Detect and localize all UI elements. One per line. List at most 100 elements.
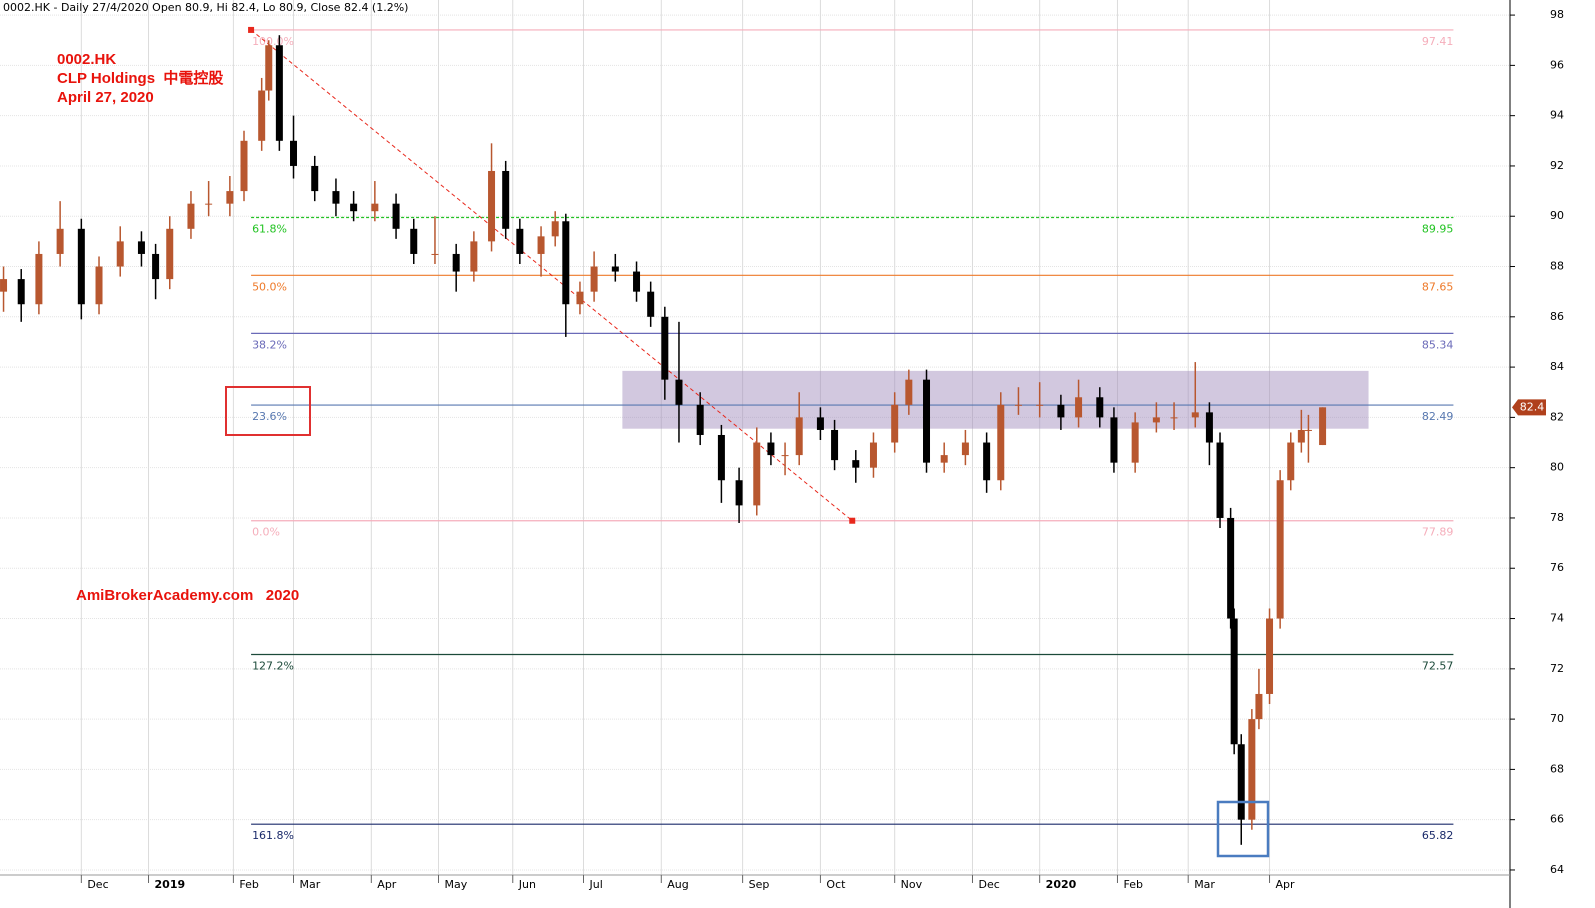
candle-body	[675, 379, 683, 405]
x-tick-label: May	[445, 878, 468, 891]
candle-body	[537, 236, 545, 254]
candle-body	[1255, 693, 1263, 720]
candle-body	[869, 442, 877, 468]
fib-label: 127.2%	[252, 659, 294, 672]
candle-body	[1170, 417, 1178, 419]
candle-body	[1096, 397, 1104, 418]
candle-body	[891, 404, 899, 443]
fib-label: 61.8%	[252, 222, 287, 235]
y-tick-label: 80	[1550, 461, 1564, 474]
x-tick-label: Dec	[978, 878, 999, 891]
candle-body	[116, 241, 124, 267]
candle-body	[647, 291, 655, 317]
zone	[622, 370, 1369, 429]
candle-body	[576, 291, 584, 305]
candle-body	[940, 455, 948, 463]
fib-label: 161.8%	[252, 829, 294, 842]
y-tick-label: 96	[1550, 58, 1564, 71]
x-tick-label: Nov	[901, 878, 923, 891]
candle-body	[983, 442, 991, 481]
y-tick-label: 78	[1550, 511, 1564, 524]
candle-body	[1304, 429, 1312, 431]
candle-body	[226, 191, 234, 204]
candle-body	[1075, 397, 1083, 418]
candle-body	[0, 279, 8, 292]
y-tick-label: 92	[1550, 159, 1564, 172]
candle-body	[35, 253, 43, 305]
candle-body	[781, 455, 789, 457]
last-price-tag	[1512, 399, 1546, 416]
candle-body	[997, 404, 1005, 481]
candle-body	[1131, 422, 1139, 463]
fib-value: 72.57	[1422, 659, 1454, 672]
candle-body	[265, 45, 273, 91]
annotation: 0002.HK	[57, 51, 116, 68]
y-tick-label: 94	[1550, 109, 1564, 122]
fib-label: 50.0%	[252, 280, 287, 293]
chart-title: 0002.HK - Daily 27/4/2020 Open 80.9, Hi …	[3, 1, 408, 14]
fib-label: 23.6%	[252, 410, 287, 423]
candle-body	[1266, 618, 1274, 694]
candle-body	[1057, 404, 1065, 418]
candle-body	[275, 45, 283, 141]
candle-body	[240, 140, 248, 192]
y-tick-label: 66	[1550, 813, 1564, 826]
candle-body	[502, 170, 510, 229]
candle-body	[166, 228, 174, 280]
trendline-end	[248, 26, 255, 33]
y-tick-label: 90	[1550, 209, 1564, 222]
fib-label: 38.2%	[252, 338, 287, 351]
y-tick-label: 72	[1550, 662, 1564, 675]
x-tick-label: 2019	[155, 878, 186, 891]
candle-body	[923, 379, 931, 463]
candle-body	[1205, 412, 1213, 443]
y-tick-label: 88	[1550, 260, 1564, 273]
fib-value: 77.89	[1422, 526, 1454, 539]
candles	[0, 35, 1327, 845]
candle-body	[1110, 417, 1118, 463]
candle-body	[470, 241, 478, 272]
candle-body	[633, 271, 641, 292]
candle-body	[717, 434, 725, 481]
candle-body	[1297, 429, 1305, 443]
x-tick-label: Mar	[1194, 878, 1215, 891]
fib-value: 85.34	[1422, 338, 1454, 351]
candle-body	[1227, 517, 1235, 619]
candle-body	[1036, 404, 1044, 406]
axes: 64 66 68 70 72 74 76 78 80 82 84 86 88 90 92 94 96 98 Dec 2…	[80, 8, 1564, 891]
candle-body	[696, 404, 704, 435]
x-tick-label: Dec	[87, 878, 108, 891]
x-tick-label: Sep	[749, 878, 770, 891]
y-tick-label: 70	[1550, 712, 1564, 725]
y-tick-label: 98	[1550, 8, 1564, 21]
fib-value: 82.49	[1422, 410, 1454, 423]
candle-body	[431, 253, 439, 255]
candle-body	[1237, 744, 1245, 820]
y-tick-label: 84	[1550, 360, 1564, 373]
candle-body	[1230, 618, 1238, 745]
candle-body	[95, 266, 103, 305]
candle-body	[77, 228, 85, 305]
candle-body	[1216, 442, 1224, 518]
candle-body	[551, 221, 559, 237]
candle-body	[452, 253, 460, 272]
candle-body	[187, 203, 195, 229]
y-tick-label: 76	[1550, 561, 1564, 574]
annotation: April 27, 2020	[57, 89, 154, 106]
grid	[0, 0, 1510, 875]
overlays: 100.0% 97.41 61.8% 89.95 50.0% 87.65 38.2% 85.3…	[248, 26, 1454, 842]
x-tick-label: Aug	[667, 878, 688, 891]
candle-body	[795, 417, 803, 456]
candle-body	[753, 442, 761, 506]
trendline-end	[849, 517, 856, 524]
candle-body	[488, 170, 496, 242]
candle-body	[611, 266, 619, 272]
candle-body	[1287, 442, 1295, 481]
candle-body	[1319, 407, 1327, 446]
candle-body	[350, 203, 358, 212]
candle-body	[1191, 412, 1199, 418]
candle-body	[290, 140, 298, 166]
candle-body	[767, 442, 775, 456]
